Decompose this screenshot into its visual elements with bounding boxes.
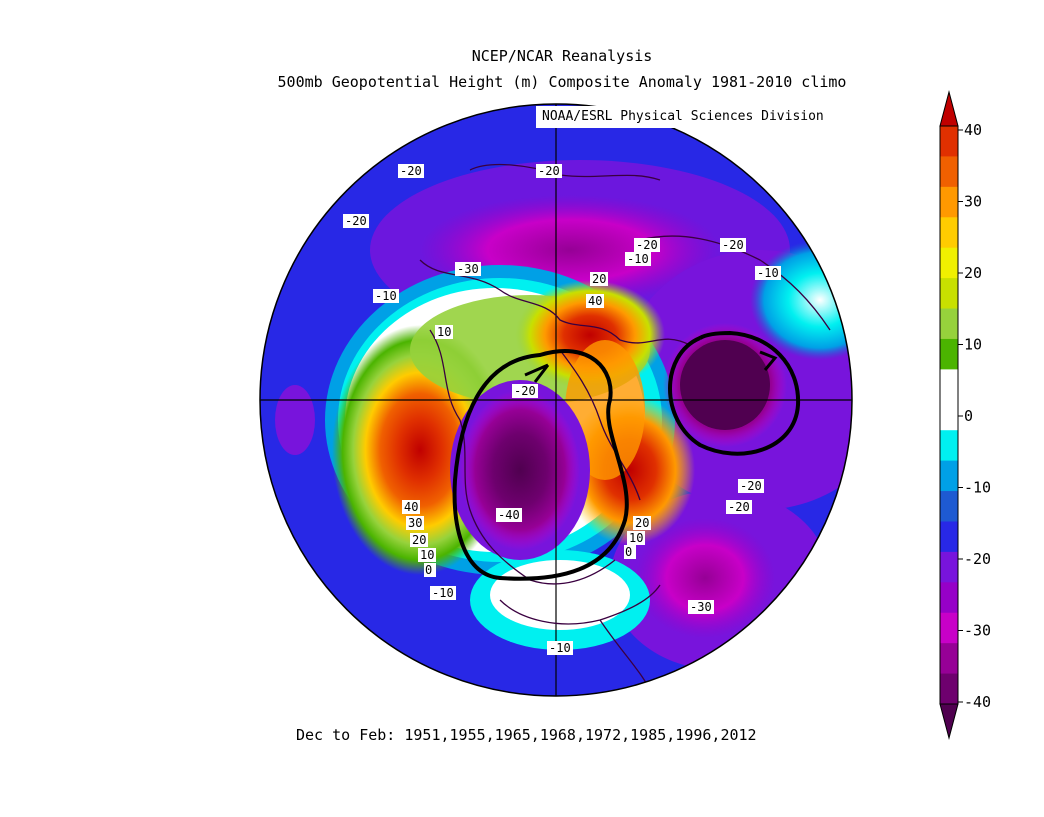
svg-text:10: 10 [437,325,451,339]
colorbar-tick-label: -10 [964,479,991,497]
footer-caption: Dec to Feb: 1951,1955,1965,1968,1972,198… [296,726,757,744]
colorbar-bin [940,308,958,340]
contour-label: 10 [418,548,436,562]
contour-label: -40 [496,508,522,522]
contour-label: 40 [402,500,420,514]
colorbar-bin [940,369,958,401]
contour-label: -20 [738,479,764,493]
contour-label: -20 [720,238,746,252]
contour-label: 10 [435,325,453,339]
contour-label: -30 [688,600,714,614]
contour-label: 40 [586,294,604,308]
colorbar-bin [940,612,958,644]
contour-label: -30 [455,262,481,276]
chart-title-line2: 500mb Geopotential Height (m) Composite … [277,73,847,91]
colorbar-bin [940,338,958,370]
svg-text:-20: -20 [400,164,422,178]
contour-label: -20 [343,214,369,228]
contour-label: 0 [424,563,436,577]
svg-text:-20: -20 [538,164,560,178]
svg-text:-40: -40 [498,508,520,522]
contour-label: 10 [627,531,645,545]
contour-label: -20 [512,384,538,398]
globe-field [260,104,852,696]
svg-text:40: 40 [588,294,602,308]
svg-text:-10: -10 [549,641,571,655]
svg-text:0: 0 [625,545,632,559]
colorbar-bin [940,217,958,249]
colorbar-tick-label: 30 [964,193,982,211]
annotation-circle-north-america [452,349,629,581]
svg-text:20: 20 [592,272,606,286]
annotation-arrow-north-america [524,363,550,383]
contour-label: 20 [410,533,428,547]
contour-label: 0 [624,545,636,559]
colorbar-bin [940,673,958,705]
colorbar-bin [940,551,958,583]
colorbar-bin [940,491,958,522]
colorbar-bin [940,126,958,157]
colorbar-tick-label: 40 [964,121,982,139]
colorbar-bin [940,156,958,188]
svg-text:10: 10 [629,531,643,545]
contour-label: 20 [590,272,608,286]
contour-label: -10 [755,266,781,280]
colorbar: 40 30 20 10 0 -10 -20 -30 -40 [939,90,991,740]
colorbar-tick-label: -30 [964,622,991,640]
colorbar-tick-label: -20 [964,550,991,568]
colorbar-tick-label: 20 [964,264,982,282]
colorbar-tick-label: -40 [964,693,991,711]
credit-label: NOAA/ESRL Physical Sciences Division [536,106,850,128]
svg-text:20: 20 [635,516,649,530]
colorbar-top-arrow [939,90,959,127]
svg-text:10: 10 [420,548,434,562]
svg-text:20: 20 [412,533,426,547]
svg-text:-30: -30 [690,600,712,614]
svg-text:30: 30 [408,516,422,530]
contour-label: -20 [634,238,660,252]
colorbar-bottom-arrow [939,703,959,740]
colorbar-tick-label: 0 [964,407,973,425]
colorbar-bin [940,186,958,218]
svg-text:-20: -20 [345,214,367,228]
svg-text:-30: -30 [457,262,479,276]
contour-label: -10 [625,252,651,266]
svg-text:-20: -20 [728,500,750,514]
colorbar-tick-label: 10 [964,336,982,354]
chart-title-line1: NCEP/NCAR Reanalysis [471,47,653,65]
annotation-circle-siberia [668,330,801,456]
contour-label: 30 [406,516,424,530]
svg-text:-20: -20 [636,238,658,252]
colorbar-bin [940,643,958,675]
svg-text:0: 0 [425,563,432,577]
svg-text:-20: -20 [740,479,762,493]
contour-label: -20 [726,500,752,514]
colorbar-frame [939,125,959,705]
contour-label: 20 [633,516,651,530]
contour-label: -10 [373,289,399,303]
contour-label: -10 [430,586,456,600]
svg-text:-10: -10 [432,586,454,600]
svg-text:-20: -20 [722,238,744,252]
colorbar-bin [940,247,958,279]
colorbar-bin [940,460,958,492]
contour-label: -10 [547,641,573,655]
colorbar-bin [940,278,958,310]
svg-text:-10: -10 [627,252,649,266]
contour-label: -20 [536,164,562,178]
svg-text:-10: -10 [757,266,779,280]
svg-text:-10: -10 [375,289,397,303]
colorbar-bin [940,521,958,553]
contour-label: -20 [398,164,424,178]
colorbar-bin [940,430,958,462]
colorbar-bin [940,399,958,431]
contour-labels: -20 -20 -20 -30 -10 10 -20 -10 20 40 -20… [343,164,781,655]
svg-text:-20: -20 [514,384,536,398]
annotation-arrow-siberia [759,350,778,371]
colorbar-bin [940,582,958,614]
svg-text:40: 40 [404,500,418,514]
